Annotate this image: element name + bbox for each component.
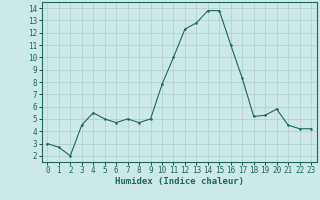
X-axis label: Humidex (Indice chaleur): Humidex (Indice chaleur) <box>115 177 244 186</box>
